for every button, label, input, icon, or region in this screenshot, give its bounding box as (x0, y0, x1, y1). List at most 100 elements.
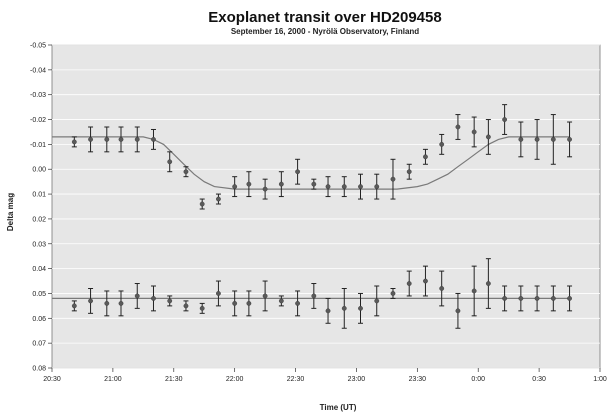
x-tick-label: 22:30 (287, 376, 305, 383)
data-point (358, 184, 363, 190)
y-tick-label: 0.06 (32, 316, 46, 323)
y-tick-label: -0.03 (30, 92, 46, 99)
data-point (278, 298, 284, 304)
data-point (118, 137, 124, 142)
y-tick-label: 0.04 (32, 266, 46, 273)
data-point (151, 296, 156, 301)
x-axis: 20:30 21:00 21:30 22:00 22:30 23:00 23:30 0:00 0… (43, 368, 607, 383)
fit-curves (52, 136, 570, 299)
data-point (104, 300, 110, 306)
y-tick-label: -0.02 (30, 117, 46, 124)
data-point (485, 134, 491, 140)
data-point (311, 293, 317, 299)
data-point (423, 154, 428, 160)
x-tick-label: 23:00 (348, 376, 366, 383)
data-point (390, 176, 396, 182)
data-point (199, 305, 205, 311)
data-point (216, 196, 221, 202)
data-point (550, 296, 556, 301)
x-tick-label: 21:30 (165, 376, 183, 383)
data-point (341, 184, 347, 190)
data-point (534, 137, 540, 142)
plot-area (51, 44, 601, 369)
data-point (374, 184, 380, 190)
data-point (216, 291, 221, 296)
data-point (406, 281, 412, 286)
x-tick-label: 0:00 (471, 376, 485, 383)
data-point (325, 184, 331, 190)
data-point (325, 308, 331, 314)
data-point (118, 300, 124, 306)
gridlines (52, 44, 600, 369)
data-point (358, 305, 363, 311)
data-point (455, 124, 461, 130)
data-point (502, 117, 508, 122)
data-point (262, 293, 268, 299)
data-point (104, 137, 110, 142)
data-point (199, 201, 205, 207)
x-tick-label: 1:00 (593, 376, 607, 383)
data-point (390, 291, 396, 296)
y-axis: -0.05 -0.04 -0.03 -0.02 -0.01 0.00 0.01 0.02 0.0… (30, 43, 52, 373)
fit-curve (52, 136, 570, 190)
y-tick-label: 0.07 (32, 341, 46, 348)
data-point (183, 303, 189, 309)
data-point (439, 141, 445, 147)
data-point (374, 298, 380, 304)
y-axis-label: Delta mag (6, 193, 15, 231)
data-point (550, 137, 556, 142)
data-point (485, 281, 491, 286)
data-point (88, 298, 93, 304)
x-axis-label: Time (UT) (320, 403, 357, 412)
data-point (406, 169, 412, 175)
data-point (151, 137, 156, 142)
data-point (167, 159, 173, 165)
x-tick-label: 20:30 (43, 376, 61, 383)
data-point (71, 139, 77, 145)
data-point (246, 300, 252, 306)
y-tick-label: 0.05 (32, 291, 46, 298)
data-point (167, 298, 173, 304)
data-point (423, 278, 428, 284)
y-tick-label: 0.02 (32, 216, 46, 223)
data-point (518, 296, 524, 301)
y-tick-label: 0.08 (32, 366, 46, 373)
data-point (295, 169, 300, 175)
x-tick-label: 0:30 (532, 376, 546, 383)
data-point (567, 137, 572, 142)
data-point (311, 181, 317, 187)
y-tick-label: -0.01 (30, 142, 46, 149)
chart-title: Exoplanet transit over HD209458 (208, 9, 441, 26)
data-point (262, 186, 268, 192)
x-tick-label: 22:00 (226, 376, 244, 383)
data-point (134, 137, 140, 142)
data-point (534, 296, 540, 301)
data-point (88, 137, 93, 142)
x-tick-label: 21:00 (104, 376, 122, 383)
data-point (295, 300, 300, 306)
data-point (246, 181, 252, 187)
y-tick-label: -0.04 (30, 67, 46, 74)
data-point (471, 129, 477, 135)
data-point (232, 300, 238, 306)
data-point (567, 296, 572, 301)
data-point (502, 296, 508, 301)
y-tick-label: -0.05 (30, 43, 46, 50)
data-point (518, 137, 524, 142)
data-point (71, 303, 77, 309)
data-points (71, 104, 573, 329)
data-point (183, 169, 189, 175)
data-point (232, 184, 238, 190)
data-point (471, 288, 477, 294)
x-tick-label: 23:30 (409, 376, 427, 383)
data-point (278, 181, 284, 187)
data-point (341, 305, 347, 311)
data-point (455, 308, 461, 314)
y-tick-label: 0.03 (32, 241, 46, 248)
y-tick-label: 0.01 (32, 192, 46, 199)
y-tick-label: 0.00 (32, 167, 46, 174)
chart-subtitle: September 16, 2000 - Nyrölä Observatory,… (231, 27, 419, 36)
data-point (134, 293, 140, 299)
data-point (439, 286, 445, 291)
